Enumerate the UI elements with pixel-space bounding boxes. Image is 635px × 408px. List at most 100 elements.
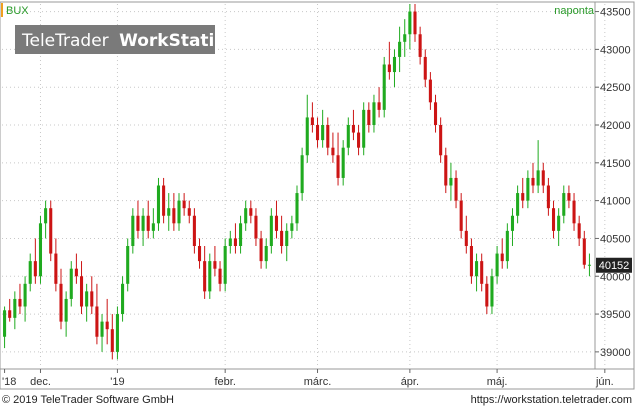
candle-body bbox=[362, 109, 366, 148]
candle bbox=[321, 109, 325, 148]
candle bbox=[187, 200, 191, 224]
candle-body bbox=[577, 223, 581, 239]
candle bbox=[485, 276, 489, 315]
last-value-label: 40152 bbox=[596, 257, 632, 273]
candle-body bbox=[254, 215, 258, 239]
candle-body bbox=[54, 253, 58, 284]
candle bbox=[162, 177, 166, 224]
candle-body bbox=[105, 321, 109, 330]
candle-body bbox=[521, 193, 525, 201]
candle-body bbox=[572, 200, 576, 224]
candle bbox=[582, 230, 586, 269]
candle bbox=[418, 26, 422, 65]
candle-body bbox=[315, 125, 320, 141]
candle-body bbox=[413, 11, 417, 35]
x-tick-label: márc. bbox=[304, 376, 332, 388]
candle-body bbox=[305, 117, 309, 156]
candle bbox=[105, 298, 109, 345]
candle bbox=[567, 185, 571, 209]
candle-body bbox=[182, 200, 186, 209]
candle-body bbox=[351, 125, 355, 133]
candle bbox=[372, 94, 376, 133]
candle bbox=[541, 162, 545, 194]
candle-body bbox=[526, 177, 530, 201]
candle bbox=[536, 140, 540, 194]
candle bbox=[557, 208, 561, 246]
candle bbox=[233, 223, 237, 254]
candle bbox=[398, 26, 402, 73]
candle-body bbox=[8, 310, 12, 318]
symbol-label[interactable]: BUX bbox=[6, 5, 29, 17]
candle-body bbox=[167, 208, 171, 216]
candle-body bbox=[464, 230, 468, 246]
candle bbox=[459, 193, 463, 239]
candle bbox=[577, 215, 581, 246]
candle bbox=[408, 4, 412, 50]
candle-body bbox=[136, 215, 140, 231]
candle bbox=[572, 193, 576, 231]
y-tick-label: 40000 bbox=[600, 271, 631, 283]
candle-body bbox=[172, 208, 176, 224]
last-value-text: 40152 bbox=[599, 260, 630, 272]
candle bbox=[510, 208, 515, 246]
period-label[interactable]: naponta bbox=[554, 5, 595, 17]
candle bbox=[8, 298, 12, 322]
candle-body bbox=[444, 155, 448, 186]
candle-body bbox=[587, 264, 591, 266]
candle bbox=[121, 276, 125, 322]
candle bbox=[521, 177, 525, 209]
y-tick-label: 42000 bbox=[600, 120, 631, 132]
candle bbox=[192, 208, 196, 254]
candle bbox=[362, 102, 366, 156]
candle-body bbox=[115, 314, 119, 352]
candle bbox=[300, 147, 304, 201]
y-tick-label: 42500 bbox=[600, 82, 631, 94]
candle bbox=[433, 94, 438, 133]
x-tick-label: '19 bbox=[110, 376, 124, 388]
candle-body bbox=[197, 246, 202, 262]
candle bbox=[85, 283, 89, 322]
candle bbox=[305, 94, 309, 163]
candle bbox=[264, 238, 268, 269]
candle bbox=[551, 200, 556, 239]
candle-body bbox=[382, 64, 386, 110]
candle bbox=[54, 238, 58, 292]
candle bbox=[310, 102, 314, 133]
candle bbox=[269, 208, 273, 254]
candle bbox=[280, 215, 284, 254]
candle bbox=[469, 238, 473, 284]
candle-body bbox=[213, 261, 217, 269]
candle-body bbox=[331, 147, 335, 156]
candle bbox=[480, 253, 484, 292]
candle bbox=[331, 132, 335, 163]
candle-body bbox=[28, 261, 32, 284]
candle bbox=[146, 200, 150, 239]
candle-body bbox=[300, 155, 304, 194]
candle bbox=[341, 140, 345, 186]
candle bbox=[218, 261, 222, 292]
candle bbox=[239, 215, 243, 254]
candle bbox=[141, 208, 145, 246]
candle-body bbox=[423, 56, 427, 80]
candle bbox=[326, 117, 330, 156]
candle-body bbox=[475, 261, 479, 277]
candle-body bbox=[454, 177, 458, 201]
candle-body bbox=[469, 246, 473, 277]
candle-body bbox=[100, 321, 104, 337]
footer-url[interactable]: https://workstation.teletrader.com bbox=[471, 394, 632, 406]
candle bbox=[244, 200, 248, 231]
candle-body bbox=[49, 208, 53, 254]
candle bbox=[203, 246, 207, 299]
logo-product: WorkStation bbox=[119, 31, 238, 51]
candle-body bbox=[321, 125, 325, 141]
candle-body bbox=[13, 298, 17, 318]
candle bbox=[500, 238, 504, 269]
x-tick-label: ápr. bbox=[401, 376, 419, 388]
candle bbox=[516, 185, 520, 224]
candle bbox=[126, 238, 130, 292]
candle-body bbox=[162, 185, 166, 216]
candle bbox=[382, 56, 386, 118]
candle-body bbox=[567, 193, 571, 201]
candle-body bbox=[64, 298, 68, 322]
